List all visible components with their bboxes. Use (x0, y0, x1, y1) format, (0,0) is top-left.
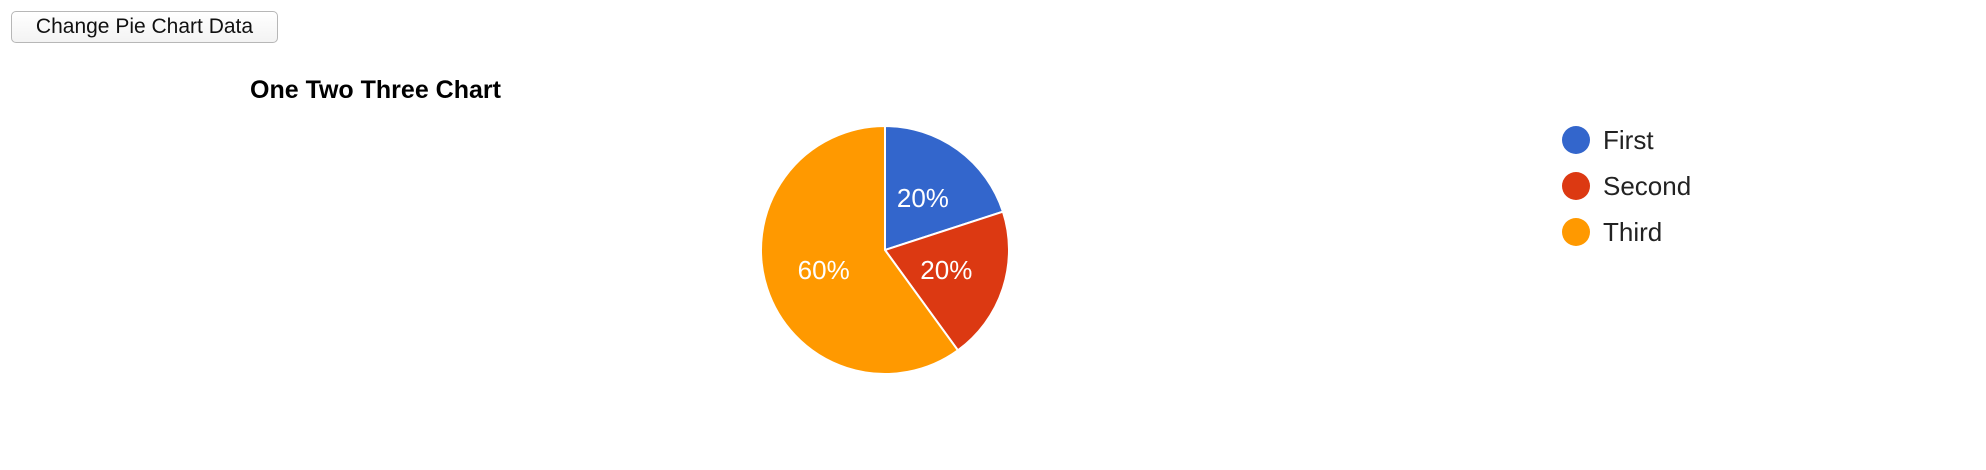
chart-legend: First Second Third (1562, 125, 1691, 247)
pie-slice-label-second: 20% (920, 255, 972, 285)
legend-label-third: Third (1603, 217, 1662, 247)
pie-slice-third[interactable] (760, 124, 960, 375)
legend-label-first: First (1603, 125, 1654, 155)
legend-item-third: Third (1562, 217, 1662, 247)
chart-title: One Two Three Chart (250, 76, 502, 104)
legend-label-second: Second (1603, 171, 1691, 201)
pie-slice-labels: 20% 20% 60% (798, 183, 973, 285)
legend-item-second: Second (1562, 171, 1691, 201)
legend-marker-second (1562, 172, 1590, 200)
pie-slice-label-third: 60% (798, 255, 850, 285)
pie-slice-label-first: 20% (897, 183, 949, 213)
legend-item-first: First (1562, 125, 1654, 155)
legend-marker-third (1562, 218, 1590, 246)
pie-slices (760, 124, 1010, 375)
change-pie-chart-data-button[interactable]: Change Pie Chart Data (11, 11, 278, 43)
pie-slice-second[interactable] (883, 210, 1010, 352)
pie-slice-first[interactable] (884, 124, 1005, 252)
legend-marker-first (1562, 126, 1590, 154)
